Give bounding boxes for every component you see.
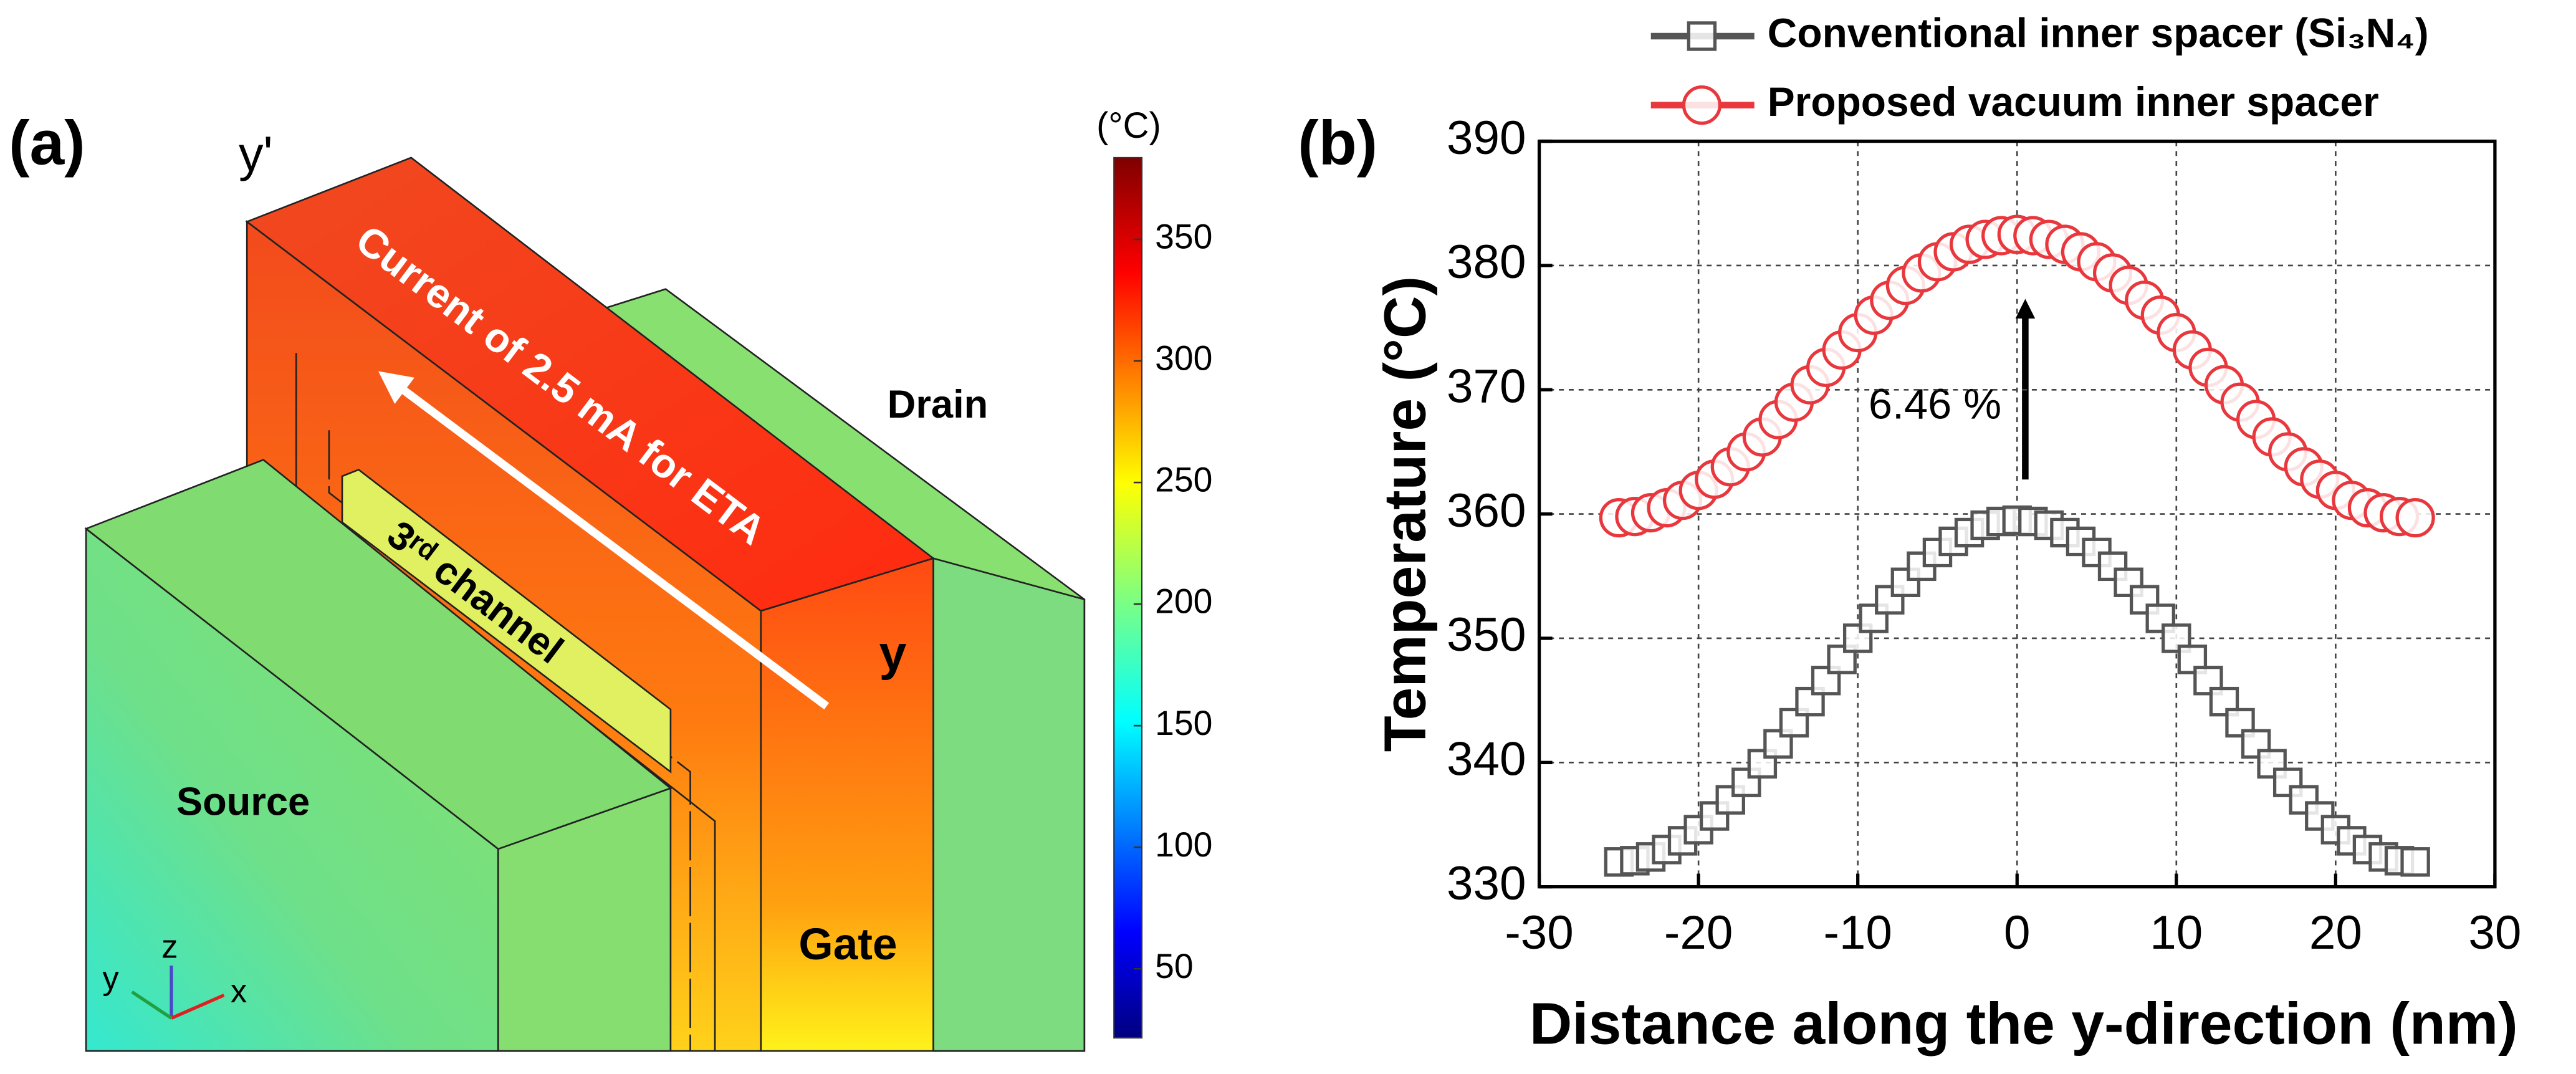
legend-label: Conventional inner spacer (Si₃N₄) xyxy=(1768,9,2429,55)
y-tick-label: 370 xyxy=(1447,360,1526,413)
data-point xyxy=(1731,767,1761,797)
data-point xyxy=(1811,666,1841,696)
legend-marker xyxy=(1687,21,1717,51)
x-tick-label: -10 xyxy=(1823,906,1892,959)
colorbar-unit: (°C) xyxy=(1096,106,1161,146)
channel xyxy=(341,468,672,774)
colorbar-tick-label: 350 xyxy=(1155,218,1212,256)
data-point xyxy=(2193,666,2223,696)
x-tick-label: 0 xyxy=(2004,906,2031,959)
axis-label: z xyxy=(161,929,178,966)
axis-end-label: y xyxy=(879,625,906,681)
colorbar-tick-label: 50 xyxy=(1155,947,1194,985)
y-tick-label: 330 xyxy=(1447,857,1526,910)
data-point xyxy=(2129,585,2160,615)
legend-label: Proposed vacuum inner spacer xyxy=(1768,79,2379,125)
y-tick-label: 380 xyxy=(1447,236,1526,289)
legend-marker xyxy=(1682,85,1722,125)
x-tick-label: 30 xyxy=(2468,906,2521,959)
colorbar-tick-label: 150 xyxy=(1155,704,1212,742)
drain-label: Drain xyxy=(888,383,989,426)
x-tick-label: -30 xyxy=(1505,906,1573,959)
data-point xyxy=(2352,835,2383,865)
data-point xyxy=(1715,785,1745,815)
source-side xyxy=(497,787,672,1052)
axis-label: x xyxy=(231,973,247,1010)
data-point xyxy=(2400,847,2430,877)
current-arrow xyxy=(378,371,830,710)
drain-side xyxy=(932,557,1086,1052)
colorbar-tick-label: 300 xyxy=(1155,339,1212,378)
data-point xyxy=(1699,801,1730,831)
colorbar-tick-label: 100 xyxy=(1155,825,1212,864)
x-tick-label: -20 xyxy=(1664,906,1733,959)
axis-end-label: y' xyxy=(239,126,273,181)
y-tick-label: 390 xyxy=(1447,112,1526,165)
axis-y xyxy=(131,990,173,1020)
gate-side xyxy=(760,557,934,1052)
plot-frame xyxy=(1537,139,2497,889)
y-tick-label: 340 xyxy=(1447,733,1526,786)
device-render xyxy=(84,156,1086,1052)
data-point xyxy=(1795,686,1825,717)
x-tick-label: 10 xyxy=(2150,906,2203,959)
data-point xyxy=(1763,729,1793,759)
colorbar-tick-label: 250 xyxy=(1155,461,1212,499)
data-point xyxy=(2162,623,2191,653)
source-label: Source xyxy=(176,780,310,824)
y-tick-label: 360 xyxy=(1447,484,1526,537)
panel-label: (b) xyxy=(1298,108,1377,178)
axis-x xyxy=(170,994,225,1020)
x-axis-label: Distance along the y-direction (nm) xyxy=(1530,990,2518,1057)
y-tick-label: 350 xyxy=(1447,608,1526,661)
colorbar-tick-label: 200 xyxy=(1155,582,1212,621)
gate-label: Gate xyxy=(798,920,897,969)
panel-label: (a) xyxy=(9,108,85,178)
data-point xyxy=(2395,497,2435,538)
y-axis-label: Temperature (°C) xyxy=(1372,276,1439,752)
x-tick-label: 20 xyxy=(2309,906,2362,959)
colorbar xyxy=(1113,156,1143,1039)
annotation: 6.46 % xyxy=(1869,380,2001,428)
axis-label: y xyxy=(102,960,119,997)
